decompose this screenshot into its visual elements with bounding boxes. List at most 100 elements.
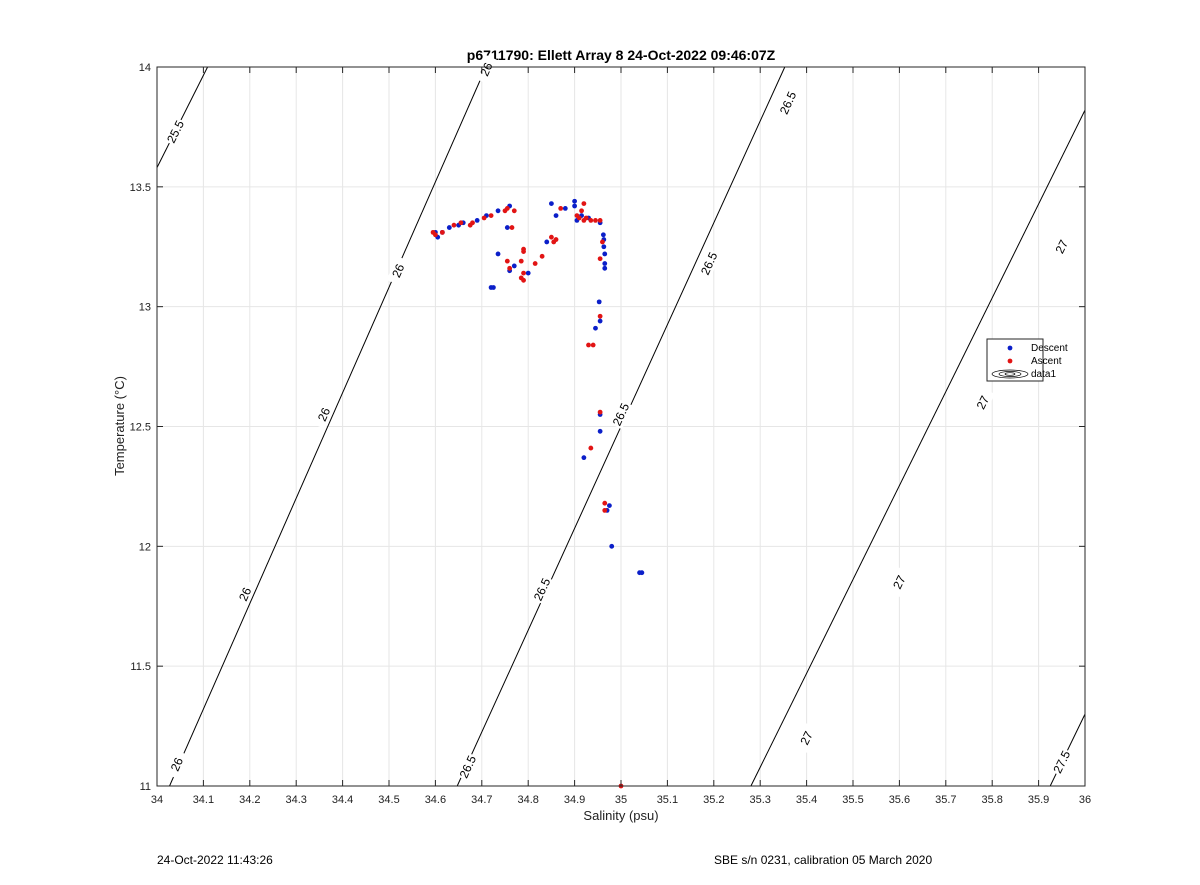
ascent-point [532, 261, 538, 266]
descent-point [602, 251, 608, 257]
descent-point [597, 428, 603, 434]
ascent-point [588, 445, 594, 451]
legend-ascent-label: Ascent [1031, 356, 1062, 367]
descent-point [474, 217, 480, 223]
ascent-point [597, 217, 603, 223]
contour-label: 26 [477, 60, 495, 78]
descent-point [562, 206, 568, 211]
descent-point [596, 299, 602, 305]
descent-point [504, 225, 510, 230]
x-tick-label: 35.5 [842, 794, 863, 806]
ascent-point [590, 342, 596, 348]
x-tick-label: 35.6 [889, 794, 910, 806]
x-tick-label: 34.7 [471, 794, 492, 806]
x-tick-label: 34.1 [193, 794, 214, 806]
ascent-point [581, 201, 587, 207]
footer-timestamp: 24-Oct-2022 11:43:26 [157, 853, 273, 867]
contour-label-bg [970, 387, 995, 418]
descent-point [581, 455, 587, 461]
ascent-point [521, 249, 526, 254]
ascent-point [481, 215, 487, 221]
y-tick-label: 13 [139, 302, 151, 314]
x-tick-label: 34.9 [564, 794, 585, 806]
ascent-point [507, 265, 513, 271]
descent-point [511, 263, 517, 269]
descent-point [495, 208, 501, 214]
descent-point [495, 251, 501, 257]
contour-line-25.5 [156, 66, 209, 168]
ascent-point [430, 229, 436, 235]
x-tick-label: 35 [615, 794, 627, 806]
x-tick-label: 34.8 [517, 794, 538, 806]
ascent-point [558, 206, 564, 211]
ascent-point [581, 217, 587, 223]
descent-point [593, 325, 598, 331]
ascent-point [511, 208, 517, 214]
descent-point [601, 244, 607, 250]
contour-label-bg [1049, 231, 1074, 262]
contour-label-bg [794, 723, 819, 753]
x-axis-ticks: 34 34.1 34.2 34.3 34.4 34.5 34.6 34.7 34.8 34.9 35… [151, 67, 1091, 806]
contour-line-26 [169, 66, 487, 787]
legend-contour-icon [991, 369, 1029, 379]
descent-point [637, 570, 642, 576]
descent-point [597, 318, 603, 324]
contour-label: 27 [974, 393, 993, 411]
contour-label: 27 [890, 573, 909, 591]
x-tick-label: 35.8 [981, 794, 1002, 806]
ascent-point [439, 229, 445, 235]
contour-label-bg [697, 248, 721, 279]
ascent-point [521, 277, 526, 283]
descent-point [607, 503, 612, 508]
contour-label-bg [609, 399, 633, 430]
contour-label-bg [233, 579, 257, 609]
ascent-point [597, 256, 603, 262]
ascent-point [502, 208, 508, 214]
x-tick-label: 34.6 [425, 794, 446, 806]
contour-label-bg [163, 116, 188, 147]
x-tick-label: 34.3 [285, 794, 306, 806]
contour-label: 26 [389, 261, 407, 279]
x-tick-label: 34 [151, 794, 163, 806]
ascent-point [553, 237, 559, 242]
ascent-point [579, 208, 584, 214]
contour-label-bg [887, 567, 912, 598]
ascent-point [586, 342, 591, 348]
x-axis-label: Salinity (psu) [583, 808, 658, 823]
contour-label-bg [776, 88, 800, 118]
ascent-point [467, 222, 473, 228]
footer-calibration: SBE s/n 0231, calibration 05 March 2020 [714, 853, 933, 867]
y-axis-ticks: 11 11.5 12 12.5 13 13.5 14 [130, 62, 1085, 793]
contour-label-bg [456, 752, 480, 782]
ascent-point [593, 217, 598, 223]
ascent-point [539, 253, 545, 259]
legend-descent-label: Descent [1031, 343, 1068, 354]
descent-point [572, 203, 577, 209]
y-tick-label: 11 [140, 781, 151, 793]
ascent-point [509, 225, 515, 230]
descent-point [553, 213, 559, 218]
ascent-point [602, 507, 608, 513]
contour-label: 27 [797, 729, 816, 747]
ascent-point [597, 409, 603, 415]
legend-data1-label: data1 [1031, 369, 1056, 380]
contour-label-bg [474, 54, 499, 85]
contour-label: 27 [1053, 237, 1072, 255]
descent-point [549, 201, 554, 207]
ascent-point [574, 213, 580, 218]
contour-label-bg [312, 399, 336, 430]
descent-point [602, 265, 608, 271]
ascent-point [600, 239, 605, 245]
ascent-point [458, 220, 464, 226]
contour-label: 26 [315, 405, 333, 423]
ascent-point [549, 234, 554, 240]
descent-point [446, 225, 452, 230]
contour-label-bg [530, 574, 554, 605]
x-tick-label: 34.2 [239, 794, 260, 806]
chart-title: p6711790: Ellett Array 8 24-Oct-2022 09:… [467, 47, 776, 63]
contour-label-bg [165, 749, 189, 780]
legend-ascent-marker [1007, 358, 1013, 364]
contour-label-bg [386, 255, 410, 286]
ascent-point [451, 222, 457, 228]
data-points [430, 198, 645, 789]
